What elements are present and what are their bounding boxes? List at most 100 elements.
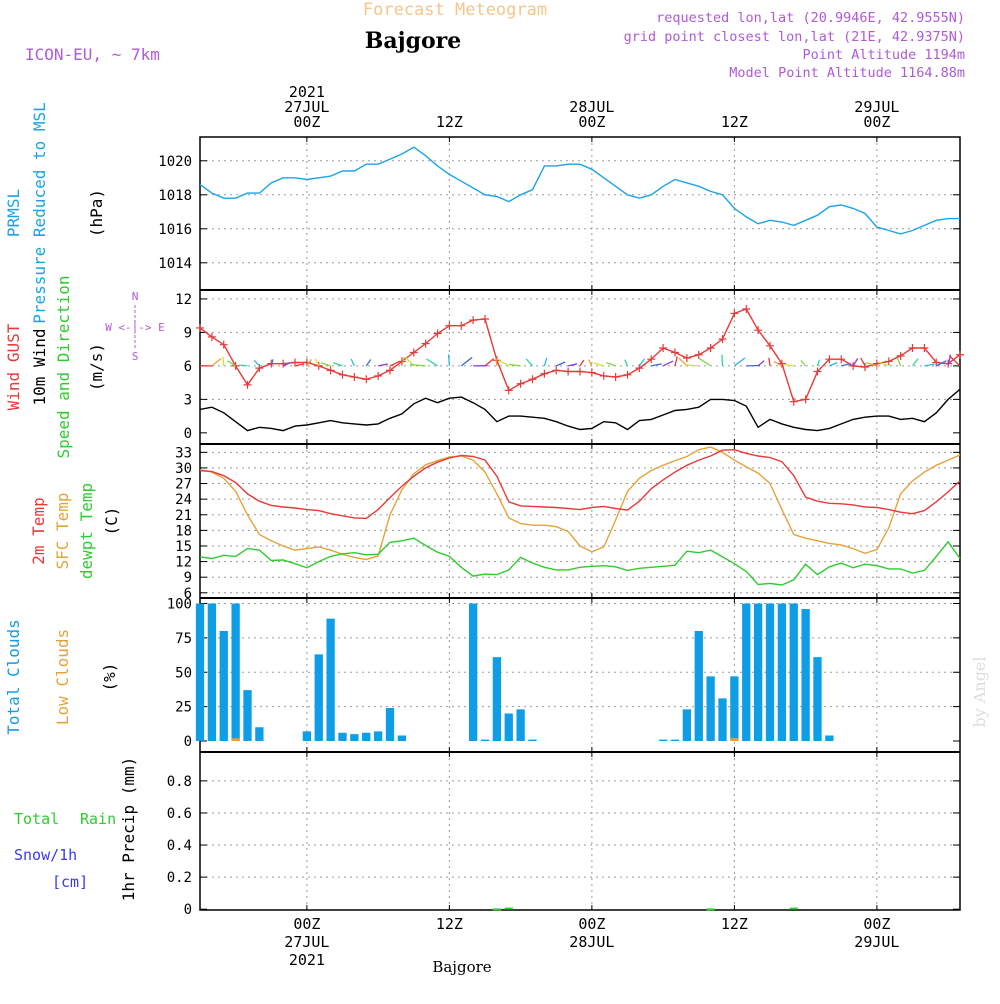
rain-bar — [790, 908, 798, 910]
precip-rain-label: Rain — [80, 810, 116, 828]
compass-n: N — [132, 290, 139, 303]
total-cloud-bar — [315, 654, 323, 741]
gust-point — [873, 360, 881, 368]
total-cloud-bar — [683, 709, 691, 741]
panel-3 — [200, 444, 960, 598]
wind-arrow — [461, 357, 472, 365]
wind-arrow — [913, 359, 919, 366]
gust-point — [861, 363, 869, 371]
y-tick-label: 25 — [175, 700, 192, 716]
wind-arrow — [410, 364, 425, 365]
total-cloud-bar — [493, 657, 501, 741]
gust-point — [517, 380, 525, 388]
wind-arrow — [556, 362, 565, 366]
wind-arrow — [734, 358, 745, 366]
gust-point — [540, 370, 548, 378]
pressure-unit: (hPa) — [87, 189, 106, 237]
gust-point — [612, 373, 620, 381]
wind-arrow — [449, 354, 450, 366]
x-tick-label-bottom: 12Z — [436, 915, 463, 933]
total-cloud-bar — [505, 714, 513, 742]
gust-point — [742, 305, 750, 313]
y-tick-label: 0.8 — [167, 774, 192, 790]
y-tick-label: 21 — [175, 508, 192, 524]
gust-point — [279, 360, 287, 368]
pressure-line — [200, 147, 960, 234]
y-tick-label: 33 — [175, 445, 192, 461]
total-cloud-bar — [813, 657, 821, 741]
footer-location: Bajgore — [432, 958, 491, 976]
wind-arrow — [496, 358, 497, 366]
wind-speed-line — [200, 389, 960, 430]
panel-1 — [200, 137, 960, 290]
total-cloud-bar — [362, 733, 370, 741]
gust-point — [374, 372, 382, 380]
gust-point — [790, 398, 798, 406]
x-tick-label-top: 00Z — [863, 113, 890, 131]
gust-point — [529, 375, 537, 383]
y-tick-label: 75 — [175, 631, 192, 647]
plot-frame — [200, 137, 960, 910]
total-cloud-bar — [528, 740, 536, 741]
wind-arrow — [509, 365, 520, 366]
y-tick-label: 0 — [184, 426, 192, 442]
rain-bar — [493, 908, 501, 910]
model-label: ICON-EU, ~ 7km — [25, 45, 160, 64]
y-tick-label: 12 — [175, 292, 192, 308]
compass-s: S — [132, 350, 139, 363]
wind-arrow — [853, 358, 858, 365]
low-clouds-label: Low Clouds — [53, 629, 72, 725]
gust-point — [481, 315, 489, 323]
y-tick-label: 15 — [175, 539, 192, 555]
rain-bar — [706, 908, 714, 910]
wind-arrow — [785, 365, 794, 366]
y-tick-label: 1014 — [158, 256, 192, 272]
rain-bar — [505, 908, 513, 910]
gust-point — [327, 366, 335, 374]
gust-point — [457, 322, 465, 330]
wind-arrow — [722, 354, 723, 365]
dewpt-label: dewpt Temp — [77, 483, 96, 579]
y-tick-label: 0.2 — [167, 870, 192, 886]
gust-point — [671, 348, 679, 356]
gridpoint-coords: grid point closest lon,lat (21E, 42.9375… — [624, 29, 965, 45]
x-tick-label-bottom: 27JUL — [284, 933, 329, 951]
panel-4 — [200, 598, 960, 752]
y-tick-label: 0 — [184, 734, 192, 750]
x-tick-label-bottom: 12Z — [721, 915, 748, 933]
gust-point — [683, 354, 691, 362]
location-title: Bajgore — [365, 28, 461, 54]
wind-label: 10m Wind — [30, 328, 49, 405]
precip-total-label: Total — [14, 810, 59, 828]
sfc-temp-line — [200, 447, 960, 559]
y-tick-label: 1018 — [158, 188, 192, 204]
gust-point — [469, 316, 477, 324]
watermark: by Angel — [970, 656, 989, 727]
y-tick-label: 27 — [175, 477, 192, 493]
wind-arrow — [625, 360, 628, 366]
total-cloud-bar — [196, 604, 204, 742]
wind-arrow — [594, 363, 604, 366]
low-cloud-bar — [730, 738, 738, 741]
gust-point — [600, 372, 608, 380]
gust-point — [909, 344, 917, 352]
total-cloud-bar — [801, 609, 809, 741]
pressure-label: PRMSL — [4, 189, 23, 237]
total-cloud-bar — [243, 690, 251, 741]
temp-unit: (C) — [102, 507, 121, 536]
total-cloud-bar — [374, 731, 382, 741]
y-tick-label: 0.4 — [167, 838, 192, 854]
wind-arrow — [212, 358, 221, 365]
total-cloud-bar — [790, 604, 798, 742]
total-cloud-bar — [469, 604, 477, 742]
wind-arrow — [663, 361, 673, 366]
wind-arrow — [675, 356, 677, 365]
gust-point — [552, 366, 560, 374]
precip-unit: 1hr Precip (mm) — [119, 757, 138, 902]
y-tick-label: 1020 — [158, 154, 192, 170]
x-tick-label-bottom: 28JUL — [569, 933, 614, 951]
total-cloud-bar — [481, 740, 489, 741]
y-tick-label: 6 — [184, 359, 192, 375]
